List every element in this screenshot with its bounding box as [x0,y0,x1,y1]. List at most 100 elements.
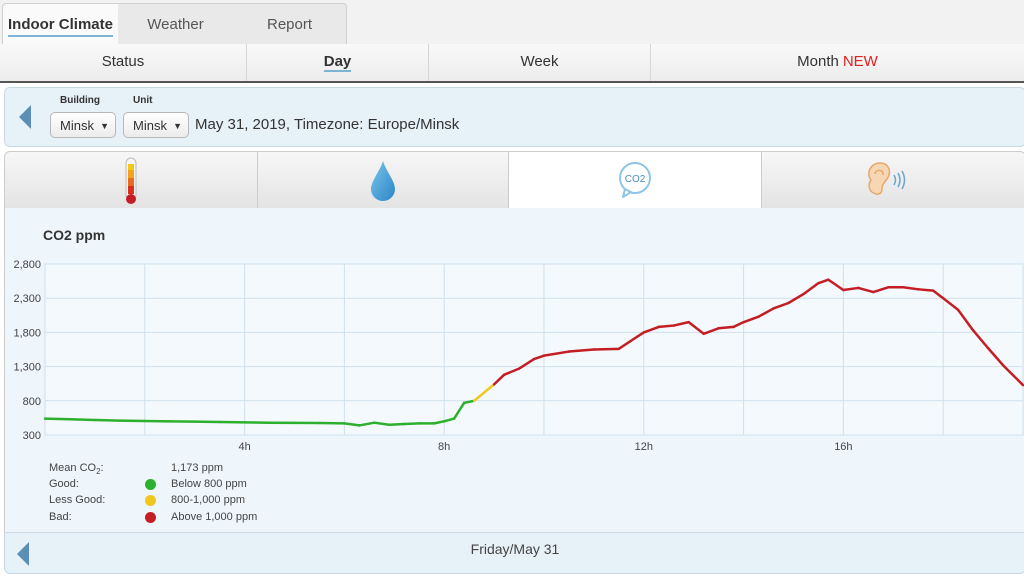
co2-line-segment [43,417,72,421]
tab-co2[interactable]: CO2 [509,152,762,209]
co2-line-segment [642,325,660,334]
footer-date: Friday/May 31 [470,541,560,557]
co2-line-segment [802,281,820,296]
tab-month-label: Month [797,53,839,70]
co2-line-segment [388,422,406,426]
co2-line-segment [592,347,621,351]
x-tick-label: 12h [635,441,653,453]
co2-line-segment [502,367,521,377]
co2-icon: CO2 [619,162,651,198]
tab-month[interactable]: Month NEW [651,44,1024,81]
caret-down-icon: ▼ [100,121,109,131]
tab-humidity[interactable] [258,152,509,209]
y-tick-label: 2,800 [13,259,41,271]
unit-label: Unit [133,95,153,106]
co2-line-segment [617,331,646,351]
thermometer-icon [125,157,137,204]
building-label: Building [60,95,100,106]
chart-panel: CO2 ppm 300 800 1,300 1,800 2,300 2,800 4h 8h 12… [4,208,1024,532]
co2-line-segment [542,350,571,357]
humidity-drop-icon [371,161,395,201]
tab-report[interactable]: Report [266,16,313,33]
previous-arrow-icon[interactable] [19,105,31,129]
x-tick-label: 16h [834,441,852,453]
selector-bar: Building Minsk ▼ Unit Minsk ▼ May 31, 20… [4,87,1024,147]
co2-line-segment [517,357,536,370]
co2-line-segment [817,278,830,285]
chart-title: CO2 ppm [43,227,106,243]
co2-line-segment [373,421,391,426]
metric-tabs: CO2 [4,151,1024,210]
previous-day-arrow-icon[interactable] [17,542,29,566]
tab-status[interactable]: Status [0,44,247,81]
co2-line-segment [872,286,890,294]
co2-line-segment [971,329,990,350]
building-select[interactable]: Minsk ▼ [50,112,116,138]
co2-line-segment [452,401,466,420]
co2-line-segment [732,320,745,329]
co2-line-segment [403,422,421,426]
co2-line-segment [472,391,486,403]
co2-line-segment [931,289,945,300]
co2-line-segment [432,420,446,425]
co2-line-segment [462,399,476,405]
co2-line-chart: 300 800 1,300 1,800 2,300 2,800 4h 8h 12h 16h [13,259,1024,453]
co2-line-segment [1001,363,1024,387]
co2-line-segment [941,296,960,312]
legend-mean-colon: : [100,462,104,474]
y-tick-label: 2,300 [13,293,41,305]
tab-week[interactable]: Week [429,44,651,81]
co2-line-segment [687,320,705,336]
co2-line-segment [93,418,122,422]
building-select-value: Minsk [60,118,94,133]
co2-line-segment [986,346,1005,367]
legend-mean-text: Mean CO [49,462,97,474]
co2-line-segment [672,320,690,327]
co2-line-segment [657,324,675,329]
co2-line-segment [842,286,860,292]
co2-line-segment [343,422,361,427]
bad-dot-icon [145,512,156,523]
co2-line-segment [857,286,875,294]
legend-mean-value: 1,173 ppm [171,462,223,474]
co2-line-segment [827,278,845,292]
tab-indoor-climate-label: Indoor Climate [7,16,113,37]
top-tab-bar: Indoor Climate Weather Report [0,0,1024,46]
tab-noise[interactable] [762,152,1024,209]
new-badge: NEW [842,53,878,70]
co2-line-segment [442,417,456,423]
legend-less-good-value: 800-1,000 ppm [171,494,245,506]
tab-day-label: Day [323,53,352,72]
period-tabs: Status Day Week Month NEW [0,44,1024,83]
x-tick-label: 4h [238,441,250,453]
co2-line-segment [901,286,920,291]
legend-mean-label: Mean CO2: [49,462,104,476]
co2-line-segment [702,327,720,336]
co2-line-segment [916,288,935,292]
co2-line-segment [482,383,496,394]
co2-line-segment [742,315,760,324]
co2-line-segment [757,307,775,318]
y-tick-label: 1,300 [13,362,41,374]
tab-temperature[interactable] [5,152,258,209]
tab-day[interactable]: Day [247,44,429,81]
co2-line-segment [68,418,97,422]
legend-bad-value: Above 1,000 ppm [171,511,258,523]
caret-down-icon: ▼ [173,121,182,131]
tab-indoor-climate[interactable]: Indoor Climate [3,4,118,46]
legend-less-good-label: Less Good: [49,494,106,506]
co2-line-segment [787,292,805,305]
co2-line-segment [956,308,975,332]
legend-mean-sub: 2 [96,467,101,477]
date-footer: Friday/May 31 [4,532,1024,574]
tab-weather[interactable]: Weather [147,16,204,33]
good-dot-icon [145,479,156,490]
legend-good-label: Good: [49,478,79,490]
legend-bad-label: Bad: [49,511,72,523]
co2-line-segment [567,348,596,353]
noise-ear-icon [868,162,906,195]
x-tick-label: 8h [438,441,450,453]
co2-line-segment [532,354,546,361]
unit-select[interactable]: Minsk ▼ [123,112,189,138]
legend-good-value: Below 800 ppm [171,478,247,490]
